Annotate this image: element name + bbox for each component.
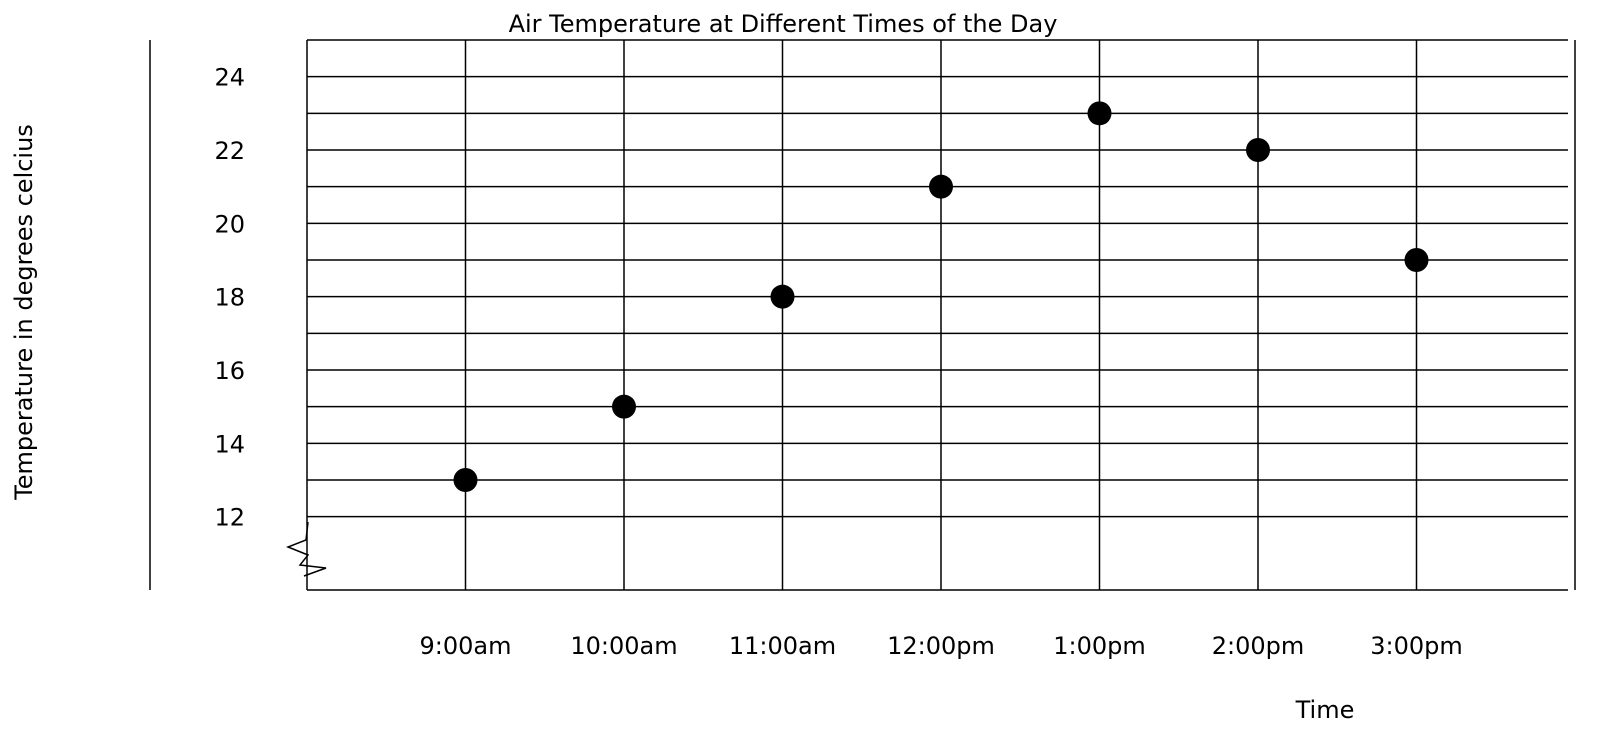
y-tick-label: 22: [214, 137, 245, 165]
point: [1087, 101, 1112, 126]
x-axis-label: Time: [1295, 696, 1355, 724]
y-tick-label: 20: [214, 210, 245, 238]
x-tick-label: 9:00am: [420, 632, 512, 660]
y-tick-label: 16: [214, 357, 245, 385]
axis-break: [285, 521, 327, 577]
y-tick-label: 18: [214, 284, 245, 312]
x-tick-label: 12:00pm: [887, 632, 995, 660]
x-tick-label: 2:00pm: [1212, 632, 1305, 660]
x-tick-label: 3:00pm: [1370, 632, 1463, 660]
point: [612, 394, 636, 419]
y-tick-label: 14: [214, 430, 245, 458]
point: [1404, 248, 1429, 272]
x-tick-label: 11:00am: [729, 632, 836, 660]
point: [453, 468, 478, 492]
y-tick-label: 12: [214, 504, 245, 532]
point: [929, 174, 953, 199]
chart-title: Air Temperature at Different Times of th…: [509, 10, 1058, 38]
x-tick-label: 1:00pm: [1053, 632, 1146, 660]
point: [1246, 138, 1270, 162]
y-tick-label: 24: [214, 64, 245, 92]
point: [770, 284, 795, 309]
y-axis-label: Temperature in degrees celcius: [10, 124, 38, 501]
x-tick-label: 10:00am: [570, 632, 677, 660]
